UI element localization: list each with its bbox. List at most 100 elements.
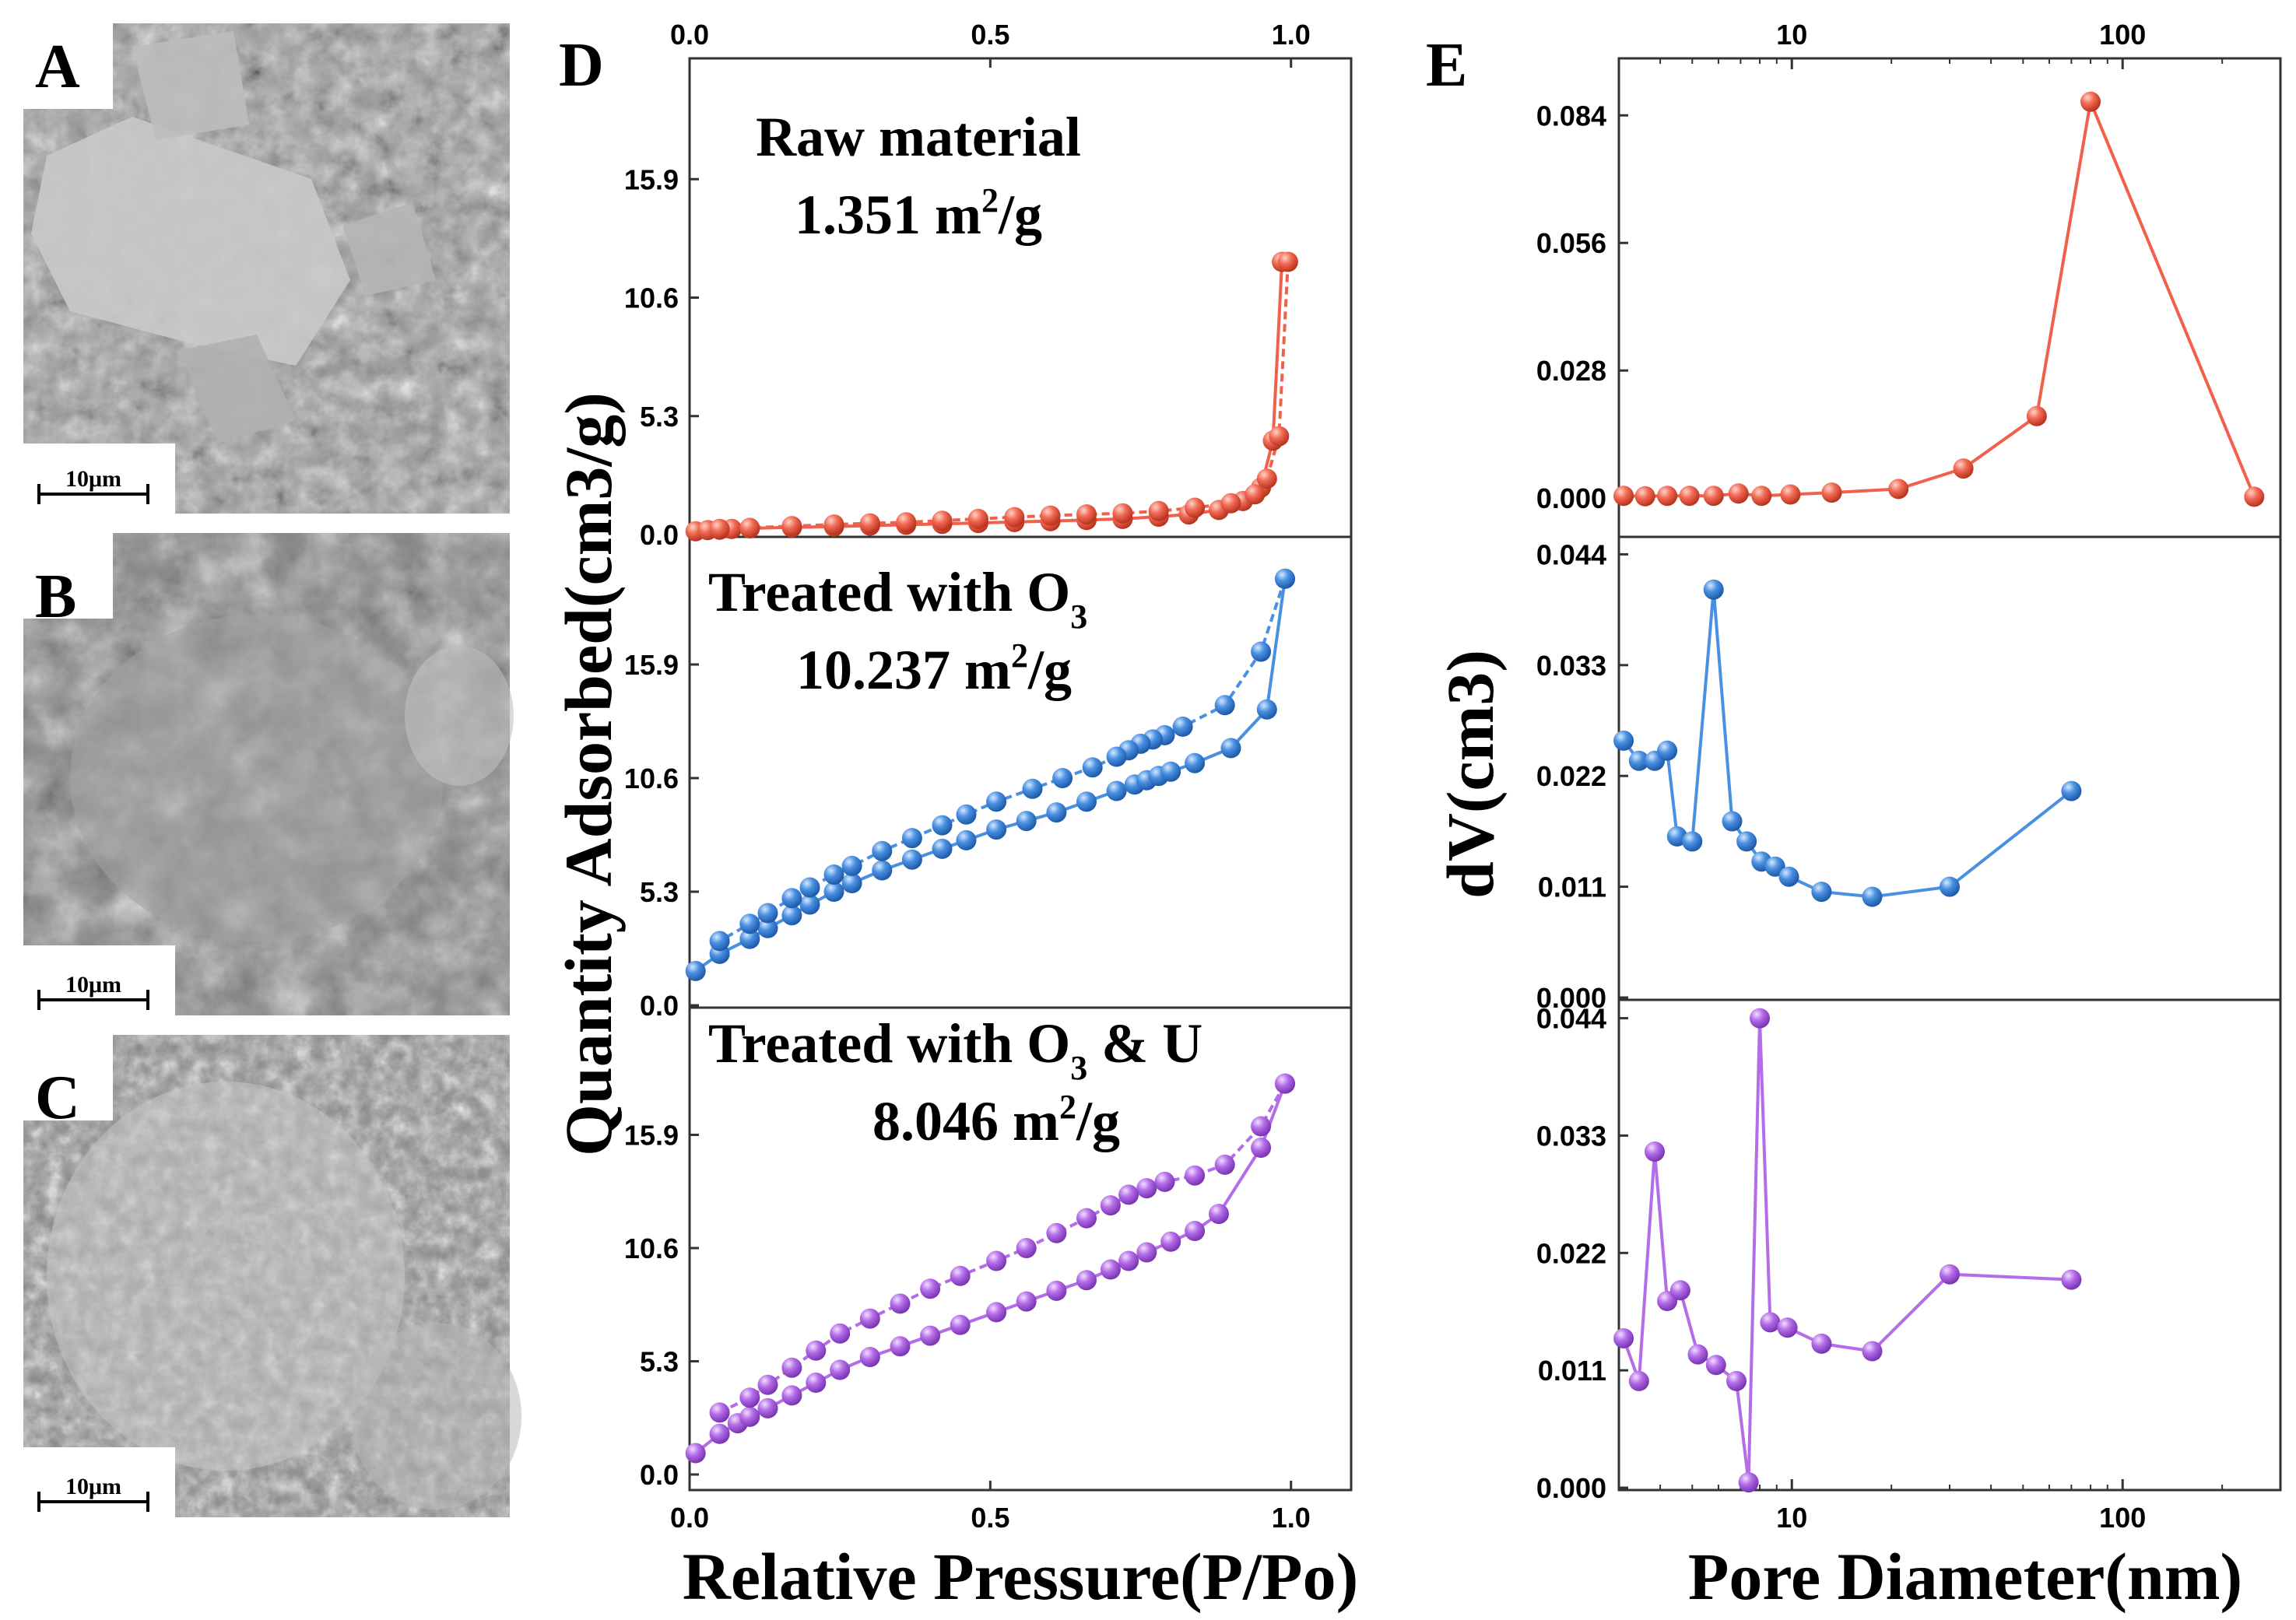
pore-raw-point: [2080, 91, 2101, 112]
isotherm-o3-point: [823, 882, 844, 902]
isotherm-o3u-point: [830, 1359, 851, 1380]
isotherm-o3u-point: [1016, 1238, 1037, 1258]
isotherm-o3u-point: [1214, 1154, 1235, 1175]
pore-y-tick-label: 0.044: [1536, 1003, 1606, 1035]
isotherm-o3-point: [739, 913, 760, 934]
isotherm-raw-point: [1004, 507, 1025, 528]
isotherm-o3u-point: [890, 1293, 911, 1314]
isotherm-o3u-point: [1251, 1116, 1272, 1137]
isotherm-o3u-point: [739, 1387, 760, 1408]
pore-y-tick-label: 0.011: [1538, 1355, 1606, 1387]
pore-raw-point: [1634, 486, 1655, 507]
pore-x-tick-label: 10: [1776, 1502, 1807, 1534]
isotherm-o3u-point: [757, 1374, 778, 1395]
isotherm-o3u-point: [1046, 1280, 1067, 1301]
isotherm-x-tick-label-top: 0.0: [670, 19, 709, 51]
isotherm-o3-point: [1185, 752, 1206, 773]
isotherm-o3-point: [1275, 568, 1295, 589]
isotherm-o3u-point: [1046, 1222, 1067, 1243]
isotherm-o3-point: [901, 849, 922, 870]
pore-o3-point: [1628, 750, 1649, 771]
pore-raw-point: [1613, 486, 1634, 507]
isotherm-raw-point: [1269, 426, 1290, 447]
isotherm-x-tick-label: 0.5: [971, 1502, 1009, 1534]
pore-y-tick-label: 0.000: [1536, 482, 1606, 514]
pore-o3u-point: [1750, 1008, 1770, 1029]
pore-o3u-point: [1777, 1317, 1798, 1338]
pore-distribution-chart: 10 10 100 100 0.000 0.028 0.056 0.084 0.000 0.011…: [1536, 19, 2282, 1534]
isotherm-y-tick-label: 5.3: [640, 1346, 679, 1378]
pore-o3u-point: [2061, 1269, 2082, 1290]
isotherm-o3-point: [872, 860, 893, 881]
isotherm-o3-point: [1016, 811, 1037, 832]
isotherm-raw-adsorption-line: [695, 261, 1284, 533]
isotherm-raw-point: [1040, 505, 1061, 526]
isotherm-raw-point: [1245, 484, 1266, 505]
isotherm-y-tick-label: 10.6: [624, 282, 679, 314]
pore-y-tick-label: 0.056: [1536, 227, 1606, 259]
isotherm-raw-point: [932, 510, 953, 531]
pore-o3-point: [1811, 882, 1832, 903]
isotherm-y-tick-label: 15.9: [624, 163, 679, 195]
isotherm-y-tick-label: 15.9: [624, 649, 679, 681]
isotherm-y-tick-label: 5.3: [640, 401, 679, 433]
annotation-o3-area: 10.237 m2/g: [796, 636, 1072, 701]
isotherm-o3u-point: [739, 1406, 760, 1427]
isotherm-x-tick-label: 1.0: [1272, 1502, 1311, 1534]
isotherm-raw-point: [1185, 497, 1206, 518]
pore-x-tick-label: 100: [2099, 1502, 2146, 1534]
isotherm-frame: [688, 57, 1353, 1492]
isotherm-raw-point: [739, 517, 760, 538]
isotherm-o3u-point: [1154, 1171, 1175, 1192]
isotherm-o3u-point: [920, 1278, 941, 1299]
pore-o3-point: [1722, 811, 1743, 832]
isotherm-o3u-point: [806, 1373, 827, 1393]
pore-raw-point: [1657, 486, 1678, 507]
pore-o3-point: [1862, 886, 1883, 907]
isotherm-o3u-point: [685, 1443, 706, 1464]
isotherm-o3u-point: [1251, 1138, 1272, 1158]
pore-o3-point: [1682, 831, 1703, 852]
isotherm-o3-point: [1256, 699, 1277, 720]
scale-bar-label-c: 10μm: [65, 1474, 121, 1499]
isotherm-raw-point: [1112, 503, 1133, 524]
isotherm-o3-point: [986, 791, 1007, 812]
isotherm-o3-point: [1214, 695, 1235, 716]
sem-image-b: 10μm: [23, 533, 514, 1015]
isotherm-o3-point: [685, 960, 706, 981]
isotherm-y-tick-label: 0.0: [640, 990, 679, 1022]
isotherm-o3-point: [781, 888, 802, 909]
pore-o3u-point: [1628, 1370, 1649, 1391]
isotherm-o3u-point: [950, 1265, 971, 1286]
isotherm-o3u-point: [709, 1402, 730, 1423]
isotherm-o3-point: [872, 840, 893, 861]
isotherm-o3-point: [1106, 780, 1127, 801]
pore-o3-point: [1736, 831, 1757, 852]
pore-o3-point: [1778, 866, 1799, 887]
pore-raw-point: [2244, 486, 2265, 507]
isotherm-o3u-point: [1136, 1178, 1157, 1199]
isotherm-y-tick-label: 5.3: [640, 876, 679, 908]
isotherm-o3u-point: [1076, 1208, 1097, 1229]
pore-o3-point: [1613, 730, 1634, 751]
isotherm-o3-point: [956, 829, 977, 850]
pore-o3-point: [1940, 876, 1960, 897]
isotherm-o3-point: [757, 903, 778, 924]
panel-label-a: A: [35, 33, 80, 101]
pore-y-tick-label: 0.044: [1536, 538, 1606, 570]
pore-y-axis-label: dV(cm3): [1433, 650, 1508, 899]
isotherm-o3u-point: [1275, 1073, 1295, 1094]
isotherm-o3-point: [1251, 641, 1272, 662]
isotherm-o3u-point: [1076, 1270, 1097, 1291]
pore-o3u-point: [1613, 1328, 1634, 1348]
isotherm-o3-point: [986, 819, 1007, 840]
isotherm-o3u-point: [1209, 1204, 1229, 1225]
isotherm-o3u-point: [1100, 1259, 1121, 1280]
isotherm-o3u-point: [986, 1302, 1007, 1323]
pore-y-tick-label: 0.011: [1538, 871, 1606, 903]
isotherm-o3u-point: [806, 1340, 827, 1361]
isotherm-raw-point: [823, 514, 844, 535]
isotherm-y-tick-label: 10.6: [624, 763, 679, 794]
pore-raw-point: [1888, 479, 1909, 500]
annotation-o3-title: Treated with O3: [708, 561, 1087, 636]
